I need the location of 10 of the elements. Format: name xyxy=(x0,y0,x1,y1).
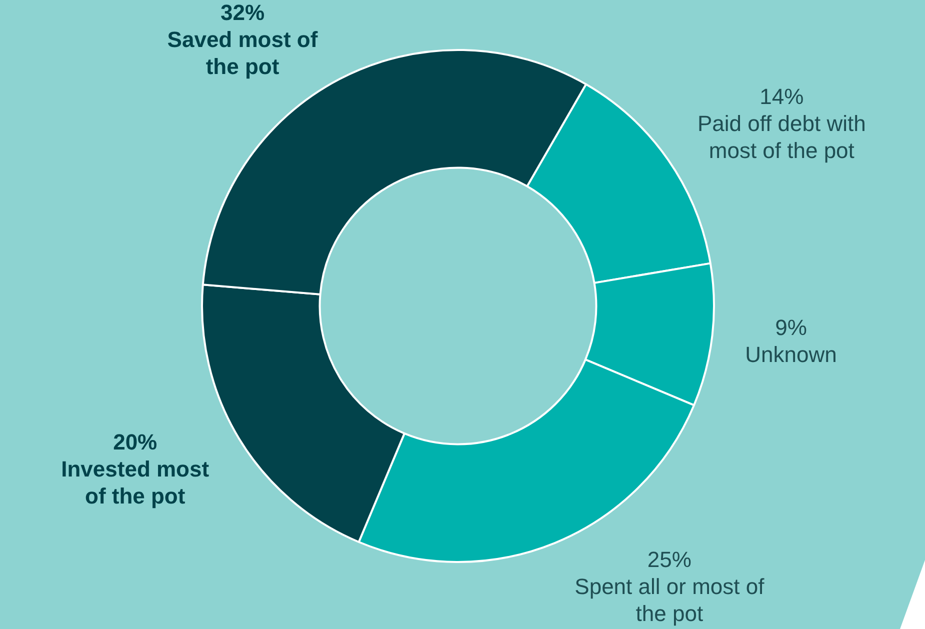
slice-label: Spent all or most of the pot xyxy=(574,574,766,626)
data-label: 32% xyxy=(220,0,265,26)
slice-label: Paid off debt with most of the pot xyxy=(697,111,866,164)
data-label: 25% xyxy=(647,547,692,572)
slice-label: Unknown xyxy=(745,342,837,367)
data-label: 9% xyxy=(775,315,807,340)
slice-label: Saved most of the pot xyxy=(167,27,318,80)
slice-label: Invested most of the pot xyxy=(61,456,210,508)
data-label: 20% xyxy=(113,429,158,454)
data-label: 14% xyxy=(760,84,804,110)
